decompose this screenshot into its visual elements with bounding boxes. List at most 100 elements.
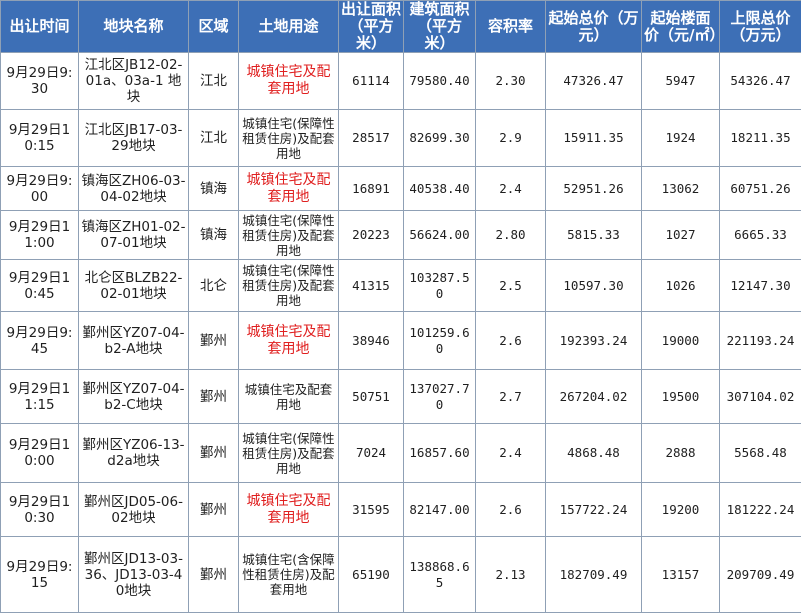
cell-land-area: 38946 <box>338 311 404 371</box>
table-row: 9月29日11:15 鄞州区YZ07-04-b2-C地块 鄞州 城镇住宅及配套用地 50… <box>0 369 801 425</box>
cell-land-use: 城镇住宅及配套用地 <box>238 51 339 111</box>
table-row: 9月29日10:00 鄞州区YZ06-13-d2a地块 鄞州 城镇住宅(保障性租赁住房… <box>0 423 801 484</box>
cell-building-area: 101259.60 <box>403 311 476 371</box>
cell-start-floor-price: 5947 <box>641 51 720 111</box>
cell-plot-ratio: 2.30 <box>475 51 546 111</box>
header-building-area: 建筑面积（平方米） <box>403 0 476 53</box>
cell-plot-ratio: 2.13 <box>475 536 546 613</box>
cell-start-total-price: 182709.49 <box>545 536 642 613</box>
cell-parcel-name: 镇海区ZH01-02-07-01地块 <box>78 210 189 261</box>
header-parcel-name: 地块名称 <box>78 0 189 53</box>
cell-plot-ratio: 2.6 <box>475 482 546 538</box>
cell-building-area: 138868.65 <box>403 536 476 613</box>
cell-parcel-name: 鄞州区JD13-03-36、JD13-03-40地块 <box>78 536 189 613</box>
table-row: 9月29日9:45 鄞州区YZ07-04-b2-A地块 鄞州 城镇住宅及配套用地 389… <box>0 311 801 371</box>
cell-start-total-price: 192393.24 <box>545 311 642 371</box>
cell-land-area: 41315 <box>338 259 404 313</box>
cell-land-area: 65190 <box>338 536 404 613</box>
cell-plot-ratio: 2.80 <box>475 210 546 261</box>
cell-region: 鄞州 <box>188 311 239 371</box>
cell-region: 镇海 <box>188 210 239 261</box>
cell-region: 鄞州 <box>188 369 239 425</box>
header-land-use: 土地用途 <box>238 0 339 53</box>
cell-start-total-price: 157722.24 <box>545 482 642 538</box>
table-row: 9月29日9:00 镇海区ZH06-03-04-02地块 镇海 城镇住宅及配套用地 16… <box>0 166 801 212</box>
cell-cap-total-price: 60751.26 <box>719 166 801 212</box>
cell-time: 9月29日10:15 <box>0 109 79 168</box>
cell-plot-ratio: 2.6 <box>475 311 546 371</box>
cell-start-total-price: 47326.47 <box>545 51 642 111</box>
cell-region: 北仑 <box>188 259 239 313</box>
cell-land-use: 城镇住宅及配套用地 <box>238 311 339 371</box>
table-header: 出让时间 地块名称 区域 土地用途 出让面积（平方米） 建筑面积（平方米） 容积… <box>0 0 801 53</box>
cell-time: 9月29日9:30 <box>0 51 79 111</box>
cell-plot-ratio: 2.9 <box>475 109 546 168</box>
cell-building-area: 82147.00 <box>403 482 476 538</box>
cell-region: 江北 <box>188 51 239 111</box>
table-body: 9月29日9:30 江北区JB12-02-01a、03a-1 地块 江北 城镇住宅及配… <box>0 51 801 613</box>
cell-time: 9月29日10:45 <box>0 259 79 313</box>
cell-cap-total-price: 209709.49 <box>719 536 801 613</box>
cell-start-floor-price: 19000 <box>641 311 720 371</box>
cell-time: 9月29日9:15 <box>0 536 79 613</box>
cell-land-use: 城镇住宅及配套用地 <box>238 166 339 212</box>
header-plot-ratio: 容积率 <box>475 0 546 53</box>
table-row: 9月29日10:30 鄞州区JD05-06-02地块 鄞州 城镇住宅及配套用地 3159… <box>0 482 801 538</box>
header-time: 出让时间 <box>0 0 79 53</box>
cell-start-floor-price: 1924 <box>641 109 720 168</box>
cell-building-area: 103287.50 <box>403 259 476 313</box>
header-cap-total-price: 上限总价（万元） <box>719 0 801 53</box>
cell-parcel-name: 镇海区ZH06-03-04-02地块 <box>78 166 189 212</box>
cell-land-area: 28517 <box>338 109 404 168</box>
cell-building-area: 16857.60 <box>403 423 476 484</box>
cell-start-total-price: 4868.48 <box>545 423 642 484</box>
cell-plot-ratio: 2.7 <box>475 369 546 425</box>
table-row: 9月29日10:15 江北区JB17-03-29地块 江北 城镇住宅(保障性租赁住房)… <box>0 109 801 168</box>
cell-land-area: 20223 <box>338 210 404 261</box>
cell-land-use: 城镇住宅(保障性租赁住房)及配套用地 <box>238 423 339 484</box>
cell-start-total-price: 52951.26 <box>545 166 642 212</box>
cell-cap-total-price: 12147.30 <box>719 259 801 313</box>
cell-parcel-name: 北仑区BLZB22-02-01地块 <box>78 259 189 313</box>
cell-cap-total-price: 6665.33 <box>719 210 801 261</box>
cell-time: 9月29日11:00 <box>0 210 79 261</box>
cell-region: 鄞州 <box>188 423 239 484</box>
cell-land-area: 16891 <box>338 166 404 212</box>
header-row: 出让时间 地块名称 区域 土地用途 出让面积（平方米） 建筑面积（平方米） 容积… <box>0 0 801 53</box>
cell-start-floor-price: 19200 <box>641 482 720 538</box>
cell-building-area: 56624.00 <box>403 210 476 261</box>
cell-plot-ratio: 2.4 <box>475 423 546 484</box>
table-row: 9月29日10:45 北仑区BLZB22-02-01地块 北仑 城镇住宅(保障性租赁住… <box>0 259 801 313</box>
cell-parcel-name: 江北区JB17-03-29地块 <box>78 109 189 168</box>
cell-parcel-name: 鄞州区YZ07-04-b2-C地块 <box>78 369 189 425</box>
cell-land-use: 城镇住宅(保障性租赁住房)及配套用地 <box>238 109 339 168</box>
cell-cap-total-price: 5568.48 <box>719 423 801 484</box>
cell-start-total-price: 267204.02 <box>545 369 642 425</box>
cell-building-area: 82699.30 <box>403 109 476 168</box>
cell-start-total-price: 10597.30 <box>545 259 642 313</box>
cell-parcel-name: 鄞州区JD05-06-02地块 <box>78 482 189 538</box>
cell-building-area: 137027.70 <box>403 369 476 425</box>
cell-start-total-price: 5815.33 <box>545 210 642 261</box>
cell-land-area: 50751 <box>338 369 404 425</box>
cell-cap-total-price: 221193.24 <box>719 311 801 371</box>
cell-start-total-price: 15911.35 <box>545 109 642 168</box>
cell-cap-total-price: 181222.24 <box>719 482 801 538</box>
cell-cap-total-price: 18211.35 <box>719 109 801 168</box>
cell-building-area: 40538.40 <box>403 166 476 212</box>
cell-cap-total-price: 307104.02 <box>719 369 801 425</box>
cell-region: 江北 <box>188 109 239 168</box>
table-row: 9月29日11:00 镇海区ZH01-02-07-01地块 镇海 城镇住宅(保障性租赁… <box>0 210 801 261</box>
cell-land-area: 7024 <box>338 423 404 484</box>
cell-land-use: 城镇住宅(保障性租赁住房)及配套用地 <box>238 210 339 261</box>
cell-region: 鄞州 <box>188 536 239 613</box>
cell-time: 9月29日11:15 <box>0 369 79 425</box>
cell-region: 鄞州 <box>188 482 239 538</box>
cell-start-floor-price: 19500 <box>641 369 720 425</box>
cell-time: 9月29日9:00 <box>0 166 79 212</box>
cell-start-floor-price: 13157 <box>641 536 720 613</box>
cell-land-area: 31595 <box>338 482 404 538</box>
cell-cap-total-price: 54326.47 <box>719 51 801 111</box>
header-region: 区域 <box>188 0 239 53</box>
